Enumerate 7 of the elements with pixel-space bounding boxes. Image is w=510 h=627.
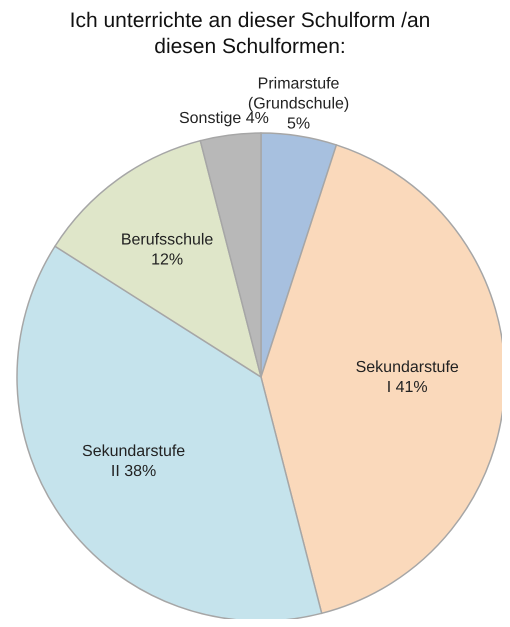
data-label: 5% bbox=[286, 114, 310, 132]
slice-label: Sekundarstufe I 41% bbox=[356, 358, 459, 396]
chart-title: Ich unterrichte an dieser Schulform /an diesen Schulformen: bbox=[68, 8, 432, 60]
slice-label: Berufsschule bbox=[120, 231, 214, 248]
slice-label: Sekundarstufe II 38% bbox=[82, 442, 186, 480]
data-label: 12% bbox=[151, 251, 184, 268]
slice-label: Primarstufe (Grundschule) bbox=[248, 74, 350, 112]
